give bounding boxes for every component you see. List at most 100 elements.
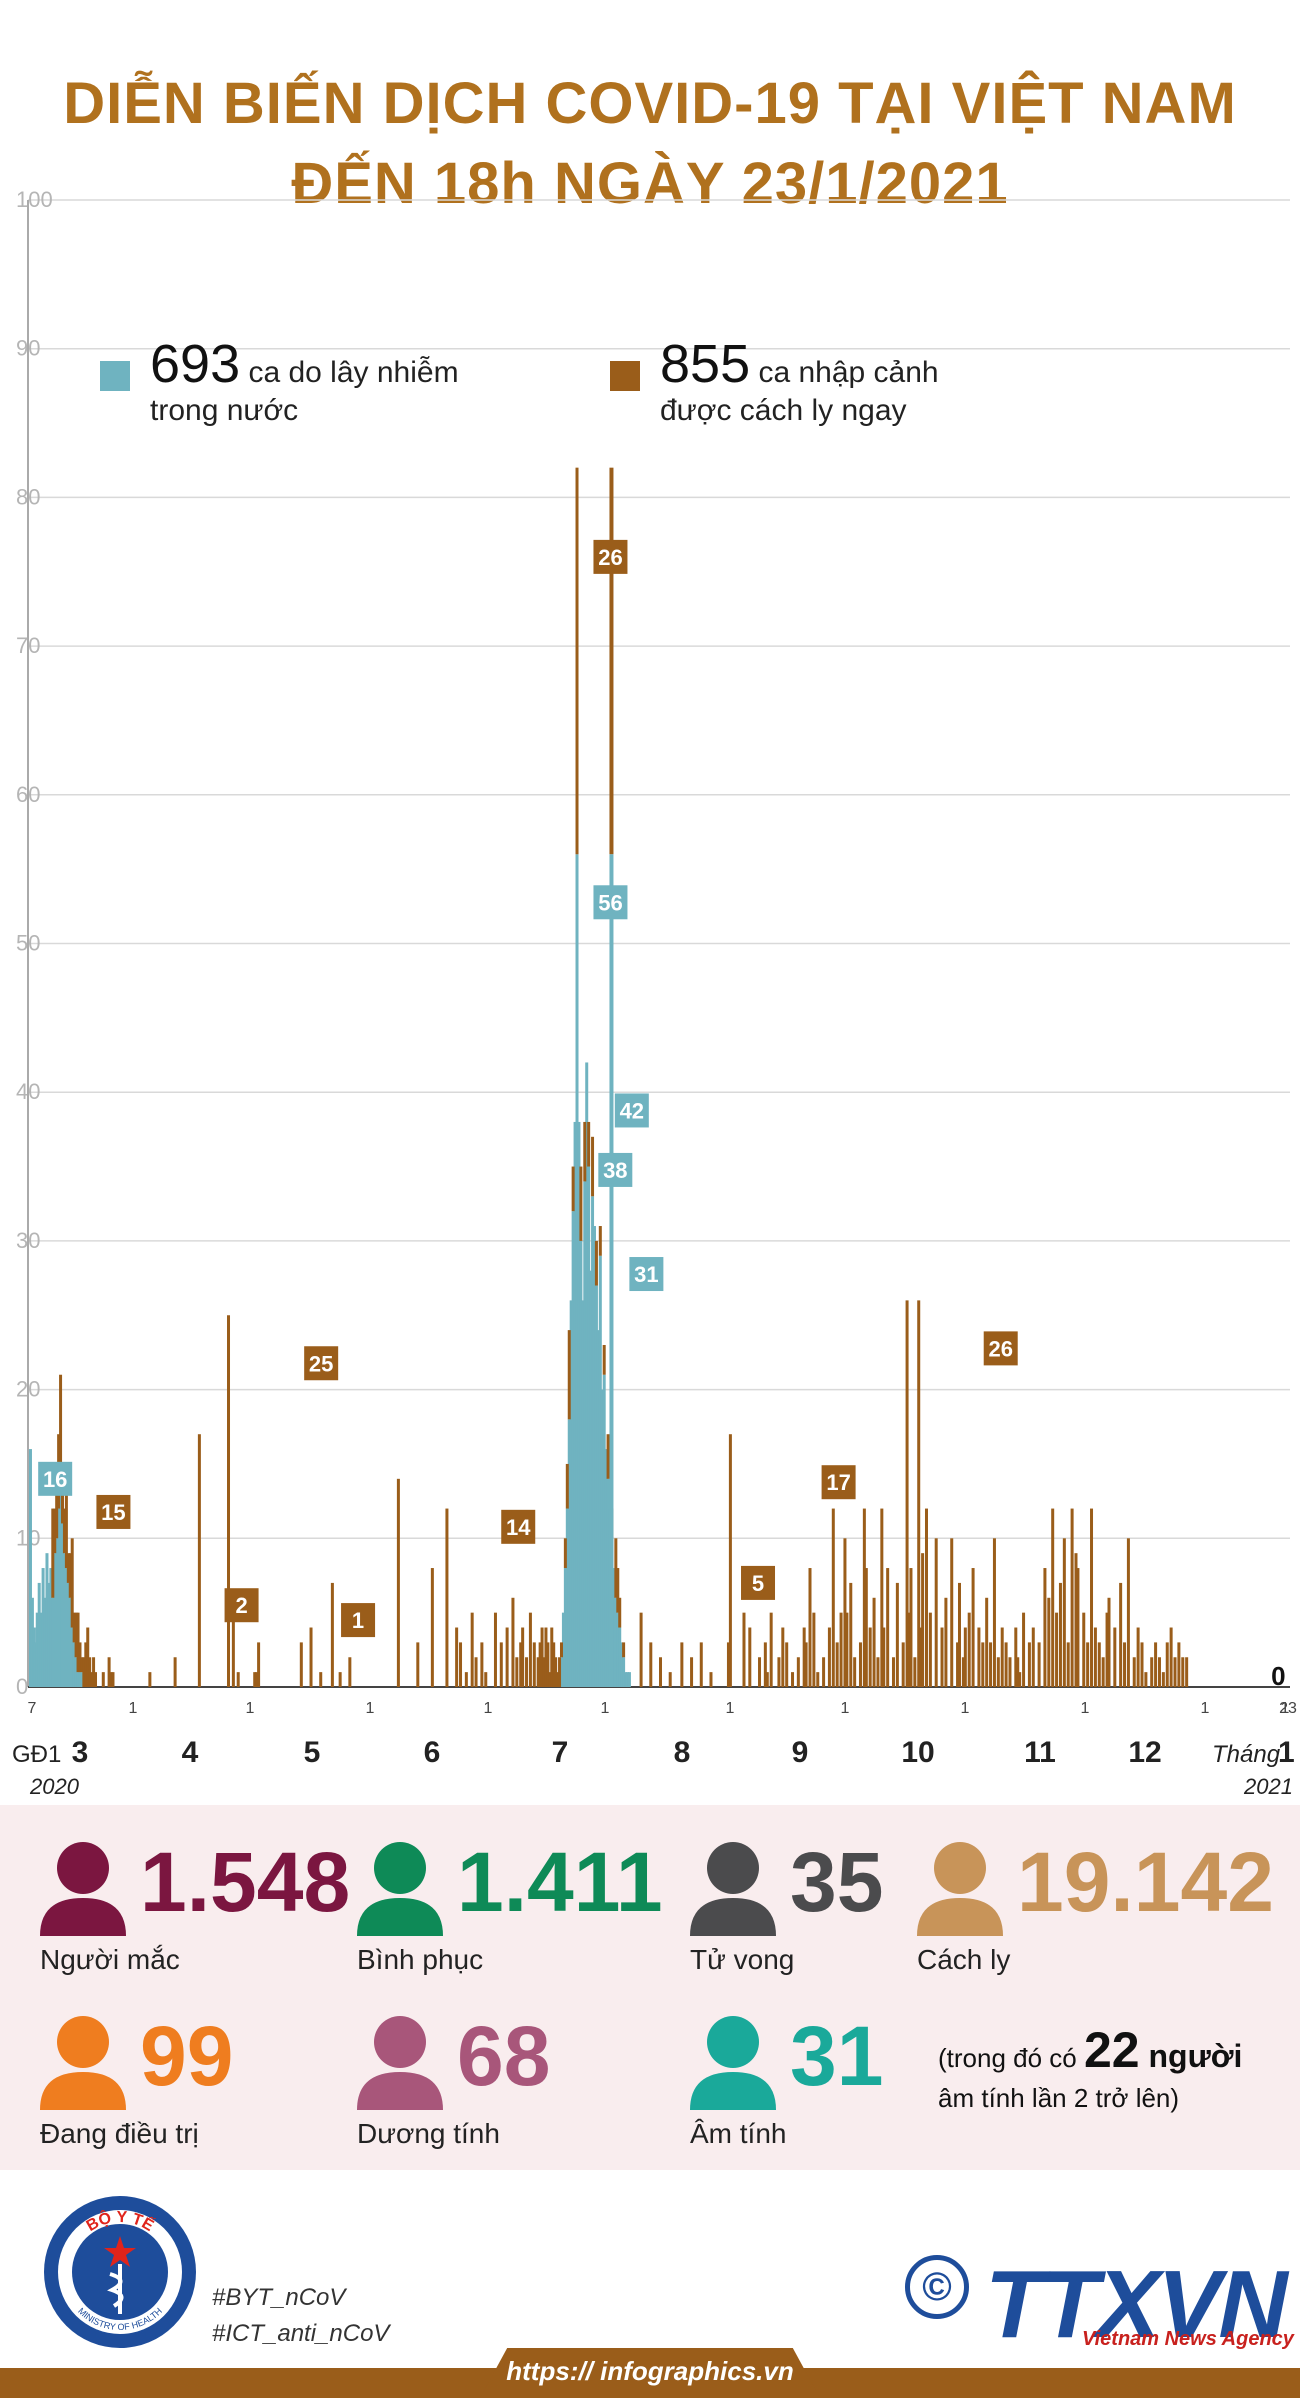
bar-domestic (573, 1121, 577, 1687)
bar-domestic (585, 1062, 589, 1687)
bar-imported (901, 1642, 905, 1687)
legend-imported: 855 ca nhập cảnh được cách ly ngay (610, 337, 939, 430)
bar-imported (777, 1657, 781, 1687)
note-line2: âm tính lần 2 trở lên) (938, 2083, 1180, 2113)
bar-imported (528, 1612, 532, 1687)
bar-imported (548, 1672, 552, 1687)
bar-imported (917, 1300, 921, 1687)
data-label: 0 (1271, 1661, 1285, 1691)
bar-domestic (62, 1553, 66, 1687)
bar-domestic (567, 1419, 571, 1687)
person-icon (40, 1842, 126, 1936)
bar-imported (1107, 1597, 1111, 1687)
bar-imported (319, 1672, 323, 1687)
bar-imported (464, 1672, 468, 1687)
covid-bar-chart: 0102030405060708090100161522511426563842… (12, 187, 1297, 1799)
bar-imported (816, 1672, 820, 1687)
bar-imported (552, 1642, 556, 1687)
bar-imported (812, 1612, 816, 1687)
bar-imported (88, 1657, 92, 1687)
bar-imported (309, 1627, 313, 1687)
bar-imported (396, 1478, 400, 1687)
bar-domestic (579, 1240, 583, 1687)
bar-imported (1097, 1642, 1101, 1687)
bar-domestic (569, 1300, 573, 1687)
bar-imported (532, 1642, 536, 1687)
bar-domestic (616, 1612, 620, 1687)
bar-imported (961, 1657, 965, 1687)
bar-domestic (68, 1597, 72, 1687)
data-label-badge (821, 1465, 856, 1500)
bar-domestic (72, 1642, 76, 1687)
bar-domestic (70, 1627, 74, 1687)
bar-domestic (66, 1582, 70, 1687)
month-label: 9 (792, 1736, 809, 1769)
bar-imported (554, 1657, 558, 1687)
month-label: 11 (1024, 1736, 1056, 1769)
bar-imported (1016, 1657, 1020, 1687)
data-label-badge (224, 1588, 259, 1623)
bar-imported (726, 1642, 730, 1687)
bar-imported (455, 1627, 459, 1687)
month-label: 4 (182, 1736, 199, 1769)
data-label: 16 (43, 1467, 67, 1492)
bar-imported (690, 1657, 694, 1687)
person-icon (690, 1842, 776, 1936)
x-tick-label: 23 (1279, 1700, 1297, 1717)
bar-imported (538, 1642, 542, 1687)
stat-duong-tinh-value: 68 (457, 2009, 551, 2103)
bar-imported (1022, 1612, 1026, 1687)
data-label: 26 (988, 1336, 1012, 1361)
bar-imported (546, 1642, 550, 1687)
bar-imported (1004, 1642, 1008, 1687)
bar-imported (542, 1657, 546, 1687)
bar-domestic (561, 1612, 565, 1687)
bar-imported (550, 1627, 554, 1687)
bar-imported (519, 1642, 523, 1687)
bar-imported (74, 1612, 78, 1658)
bar-imported (1066, 1642, 1070, 1687)
bar-imported (845, 1612, 849, 1687)
bar-imported (1043, 1568, 1047, 1687)
stat-nguoi-mac-label: Người mắc (40, 1944, 180, 1975)
bar-imported (521, 1627, 525, 1687)
page-title-line1: DIỄN BIẾN DỊCH COVID-19 TẠI VIỆT NAM (63, 71, 1237, 136)
bar-imported (505, 1627, 509, 1687)
bar-domestic (620, 1642, 624, 1687)
bar-domestic (594, 1285, 598, 1687)
bar-imported (956, 1642, 960, 1687)
bar-imported (1173, 1657, 1177, 1687)
note-unit: người (1139, 2038, 1243, 2074)
bar-imported (598, 1226, 602, 1256)
data-label-badge (38, 1461, 73, 1496)
bar-domestic (602, 1374, 606, 1687)
bar-domestic (57, 1508, 61, 1687)
bar-imported (1031, 1627, 1035, 1687)
bar-imported (1037, 1642, 1041, 1687)
bar-imported (1119, 1582, 1123, 1687)
bar-domestic (598, 1255, 602, 1687)
x-tick-label: 1 (601, 1700, 610, 1717)
footer-url[interactable]: https:// infographics.vn (506, 2356, 794, 2386)
bar-domestic (606, 1478, 610, 1687)
bar-imported (1058, 1582, 1062, 1687)
ministry-of-health-logo: BỘ Y TẾ MINISTRY OF HEALTH (44, 2196, 196, 2348)
bar-imported (907, 1612, 911, 1687)
legend-domestic: 693 ca do lây nhiễm trong nước (100, 337, 459, 430)
bar-domestic (589, 1270, 593, 1687)
bar-imported (416, 1642, 420, 1687)
bar-imported (1047, 1597, 1051, 1687)
bar-imported (649, 1642, 653, 1687)
bar-imported (1181, 1657, 1185, 1687)
bar-imported (862, 1508, 866, 1687)
bar-imported (913, 1657, 917, 1687)
bar-imported (781, 1627, 785, 1687)
bar-imported (616, 1568, 620, 1613)
bar-imported (111, 1672, 115, 1687)
bar-imported (565, 1463, 569, 1509)
legend-imported-line2: được cách ly ngay (660, 394, 907, 427)
bar-imported (763, 1642, 767, 1687)
bar-imported (92, 1657, 96, 1687)
bar-imported (107, 1657, 111, 1687)
legend-domestic-swatch (100, 361, 130, 391)
